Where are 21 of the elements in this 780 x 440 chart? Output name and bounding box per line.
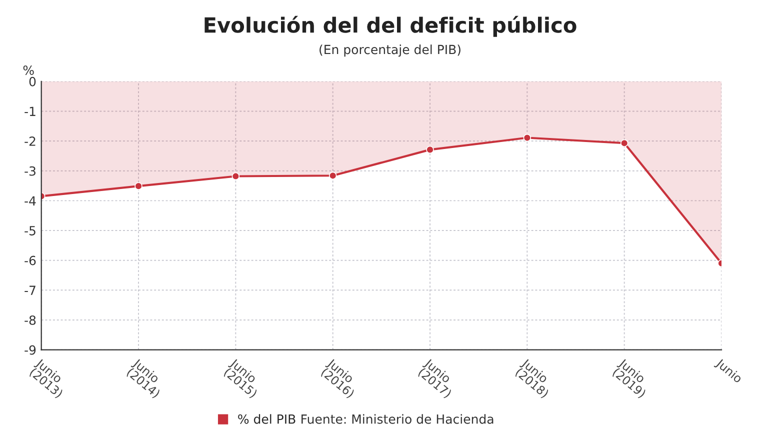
y-tick-label: -2: [24, 136, 36, 146]
point: [328, 172, 337, 180]
point: [232, 172, 240, 180]
legend-label: % del PIB: [238, 414, 296, 424]
point: [523, 134, 532, 142]
chart-subtitle: (En porcentaje del PIB): [320, 44, 460, 57]
point: [620, 139, 628, 148]
y-tick-label: -3: [24, 166, 36, 176]
y-tick-label: -6: [24, 256, 36, 266]
y-tick-label: -9: [24, 345, 36, 355]
point: [426, 146, 434, 154]
y-tick-label: -7: [24, 286, 36, 295]
y-tick-label: -4: [24, 196, 36, 206]
y-tick-label: -8: [24, 315, 36, 325]
y-tick-label: 0: [29, 76, 36, 86]
y-axis-title: %: [23, 65, 34, 75]
point: [134, 182, 142, 190]
y-tick-label: -5: [24, 226, 36, 236]
source-note: Fuente: Ministerio de Hacienda: [302, 414, 494, 424]
y-tick-label: -1: [24, 106, 36, 116]
chart-title: Evolución del del deficit público: [204, 16, 576, 37]
